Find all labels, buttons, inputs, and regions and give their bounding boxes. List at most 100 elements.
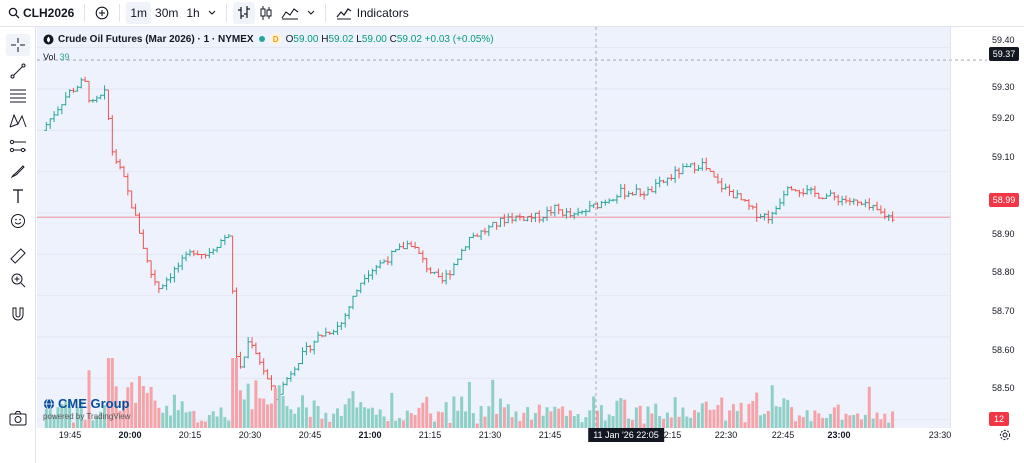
- volume-bar: [378, 409, 382, 428]
- volume-bar: [343, 404, 347, 428]
- volume-bar: [483, 416, 487, 428]
- volume-bar: [564, 415, 568, 428]
- volume-bar: [611, 416, 615, 428]
- volume-bar: [262, 398, 266, 428]
- volume-bar: [584, 417, 588, 428]
- volume-bar: [223, 417, 227, 428]
- volume-bar: [456, 410, 460, 428]
- volume-bar: [157, 407, 161, 428]
- time-label: 19:45: [58, 430, 82, 440]
- indicators-button[interactable]: Indicators: [332, 2, 413, 24]
- measure-tool[interactable]: [6, 245, 30, 267]
- volume-bar: [491, 379, 495, 428]
- volume-bar: [530, 419, 534, 428]
- price-label: 59.30: [992, 82, 1015, 92]
- volume-bar: [561, 406, 565, 428]
- volume-bar: [130, 382, 134, 428]
- volume-bar: [250, 409, 254, 428]
- volume-bar: [677, 416, 681, 428]
- crosshair-tool[interactable]: [6, 34, 30, 56]
- interval-30m[interactable]: 30m: [155, 6, 179, 20]
- bars-style-button[interactable]: [232, 2, 255, 24]
- chart-settings-button[interactable]: [999, 428, 1013, 442]
- volume-bar: [219, 407, 223, 428]
- volume-bar: [794, 421, 798, 428]
- volume-bar: [856, 413, 860, 428]
- volume-bar: [665, 412, 669, 428]
- volume-bar: [696, 412, 700, 428]
- text-tool[interactable]: [6, 185, 30, 207]
- volume-bar: [759, 415, 763, 428]
- zoom-tool[interactable]: [6, 269, 30, 291]
- volume-bar: [401, 420, 405, 428]
- crosshair-icon: [11, 38, 25, 52]
- time-label: 20:15: [178, 430, 202, 440]
- series-legend: Crude Oil Futures (Mar 2026) · 1 · NYMEX…: [43, 33, 494, 45]
- volume-bar: [293, 413, 297, 428]
- volume-bar: [83, 419, 87, 428]
- volume-bar: [114, 386, 118, 428]
- volume-bar: [549, 411, 553, 428]
- volume-bar: [363, 407, 367, 428]
- volume-bar: [731, 404, 735, 428]
- volume-bar: [805, 410, 809, 428]
- time-label: 20:00: [118, 430, 142, 440]
- fib-tool[interactable]: [6, 84, 30, 106]
- volume-bar: [557, 408, 561, 428]
- compare-symbol-button[interactable]: [91, 2, 113, 24]
- volume-bar: [724, 420, 728, 428]
- icon-tool[interactable]: [6, 210, 30, 232]
- camera-icon: [9, 411, 27, 426]
- volume-bar: [308, 416, 312, 428]
- magnet-tool[interactable]: [6, 303, 30, 325]
- area-style-button[interactable]: [277, 2, 303, 24]
- volume-bar: [436, 411, 440, 428]
- volume-bar: [359, 402, 363, 428]
- volume-bar: [351, 391, 355, 428]
- volume-bar: [739, 402, 743, 428]
- volume-bar: [137, 376, 141, 428]
- volume-bar: [689, 417, 693, 428]
- volume-bar: [867, 386, 871, 428]
- volume-bar: [828, 413, 832, 428]
- brush-tool[interactable]: [6, 160, 30, 182]
- volume-bar: [246, 383, 250, 428]
- trend-line-tool[interactable]: [6, 60, 30, 82]
- volume-bar: [440, 412, 444, 428]
- screenshot-button[interactable]: [6, 407, 30, 429]
- volume-legend[interactable]: Vol 39: [43, 52, 70, 62]
- volume-bar: [642, 423, 646, 428]
- volume-bar: [87, 370, 91, 428]
- interval-1h[interactable]: 1h: [186, 6, 200, 20]
- prediction-tool[interactable]: [6, 135, 30, 157]
- volume-bar: [95, 416, 99, 428]
- volume-bar: [301, 395, 305, 428]
- volume-bar: [266, 404, 270, 428]
- price-plot[interactable]: [37, 27, 987, 428]
- volume-bar: [370, 407, 374, 428]
- volume-bar: [658, 416, 662, 428]
- volume-bar: [289, 409, 293, 428]
- toolbar-divider: [225, 4, 227, 22]
- series-title[interactable]: Crude Oil Futures (Mar 2026) · 1 · NYMEX: [58, 33, 254, 45]
- interval-1m[interactable]: 1m: [126, 2, 152, 24]
- chart-type-dropdown[interactable]: [303, 2, 319, 24]
- time-axis[interactable]: 19:45 20:00 20:15 20:30 20:45 21:00 21:1…: [37, 428, 951, 442]
- ohlc-values: O59.00 H59.02 L59.00 C59.02 +0.03 (+0.05…: [285, 33, 494, 45]
- volume-bar: [452, 396, 456, 428]
- chart-pane[interactable]: Crude Oil Futures (Mar 2026) · 1 · NYMEX…: [37, 27, 987, 428]
- volume-bar: [417, 407, 421, 428]
- pattern-tool[interactable]: [6, 110, 30, 132]
- cme-group-logo: CME Group powered by TradingView: [43, 396, 130, 421]
- candles-style-button[interactable]: [255, 2, 277, 24]
- time-label: 21:45: [538, 430, 562, 440]
- volume-bar: [153, 400, 157, 428]
- price-axis[interactable]: 59.40 59.37 59.30 59.20 59.10 58.99 58.9…: [950, 27, 1024, 428]
- volume-bar: [630, 419, 634, 428]
- volume-bar: [122, 400, 126, 428]
- volume-bar: [211, 411, 215, 428]
- symbol-search[interactable]: CLH2026: [4, 2, 78, 24]
- interval-dropdown[interactable]: [204, 2, 220, 24]
- volume-bar: [141, 385, 145, 428]
- volume-bar: [320, 418, 324, 428]
